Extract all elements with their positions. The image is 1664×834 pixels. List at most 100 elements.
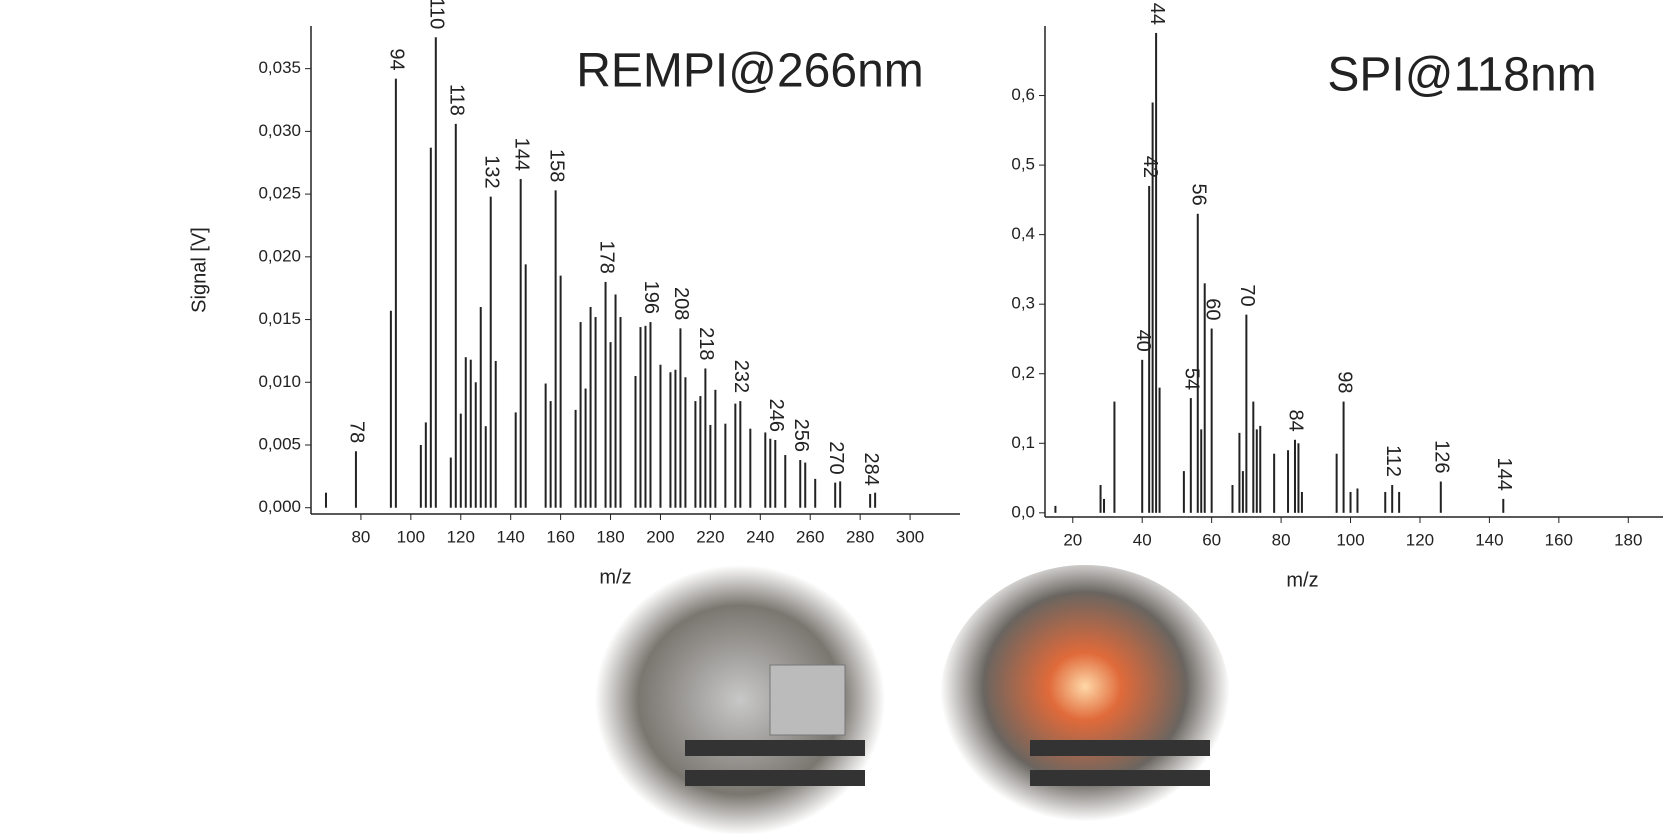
x-tick-label: 200 bbox=[646, 527, 674, 546]
peak bbox=[814, 479, 816, 508]
peak-label: 60 bbox=[1201, 298, 1223, 320]
peak bbox=[1391, 485, 1393, 513]
peak bbox=[699, 396, 701, 508]
peak bbox=[839, 481, 841, 507]
x-tick-label: 100 bbox=[1336, 530, 1364, 549]
peak bbox=[1113, 402, 1115, 513]
peak-label: 144 bbox=[1493, 458, 1515, 491]
peak-label: 54 bbox=[1181, 368, 1203, 390]
peak bbox=[709, 425, 711, 508]
peak bbox=[430, 148, 432, 508]
peak bbox=[1350, 492, 1352, 513]
peak bbox=[684, 377, 686, 507]
peak bbox=[1054, 506, 1056, 513]
peak-label: 126 bbox=[1431, 440, 1453, 473]
chart-title: SPI@118nm bbox=[1327, 49, 1596, 102]
peak bbox=[734, 404, 736, 508]
peak-label: 270 bbox=[825, 441, 847, 474]
peak-label: 246 bbox=[765, 399, 787, 432]
y-tick-label: 0,020 bbox=[258, 246, 301, 265]
peak bbox=[515, 412, 517, 507]
peak bbox=[325, 493, 327, 508]
peak bbox=[724, 424, 726, 508]
peak-label: 110 bbox=[426, 0, 448, 29]
photo-coil-on bbox=[940, 565, 1230, 834]
peak bbox=[769, 439, 771, 508]
peak bbox=[550, 401, 552, 508]
x-tick-label: 20 bbox=[1063, 530, 1082, 549]
peak bbox=[739, 401, 741, 508]
peak bbox=[1155, 33, 1157, 513]
peak bbox=[545, 384, 547, 508]
peak bbox=[644, 326, 646, 508]
peak bbox=[1343, 402, 1345, 513]
peak bbox=[694, 401, 696, 508]
peak bbox=[1398, 492, 1400, 513]
peak-label: 40 bbox=[1132, 330, 1154, 352]
peak-label: 56 bbox=[1187, 184, 1209, 206]
x-tick-label: 120 bbox=[1406, 530, 1434, 549]
peak-label: 42 bbox=[1139, 156, 1161, 178]
peak bbox=[355, 451, 357, 507]
peak bbox=[1301, 492, 1303, 513]
peak bbox=[615, 294, 617, 507]
peak bbox=[704, 368, 706, 507]
peak bbox=[465, 357, 467, 508]
peak bbox=[1356, 488, 1358, 512]
peak bbox=[585, 389, 587, 508]
peak bbox=[804, 463, 806, 508]
peak bbox=[1245, 315, 1247, 513]
peak bbox=[580, 322, 582, 508]
y-axis-label: Signal [V] bbox=[188, 227, 210, 313]
peak bbox=[560, 276, 562, 508]
peak bbox=[1252, 402, 1254, 513]
peak-label: 208 bbox=[670, 287, 692, 320]
peak-label: 196 bbox=[640, 281, 662, 314]
chart-title: REMPI@266nm bbox=[576, 45, 924, 98]
peak bbox=[425, 422, 427, 507]
peak bbox=[764, 432, 766, 507]
x-tick-label: 260 bbox=[796, 527, 824, 546]
peak bbox=[520, 179, 522, 508]
peak-label: 70 bbox=[1236, 284, 1258, 306]
peak bbox=[799, 460, 801, 508]
peak bbox=[485, 426, 487, 508]
peak bbox=[1242, 471, 1244, 513]
x-tick-label: 120 bbox=[447, 527, 475, 546]
peak-label: 218 bbox=[695, 327, 717, 360]
peak bbox=[1200, 429, 1202, 512]
peak bbox=[470, 360, 472, 508]
peak bbox=[639, 327, 641, 508]
peak-label: 94 bbox=[386, 48, 408, 70]
y-tick-label: 0,6 bbox=[1011, 85, 1035, 104]
peak bbox=[784, 455, 786, 508]
peak bbox=[1141, 360, 1143, 513]
x-tick-label: 100 bbox=[397, 527, 425, 546]
peak bbox=[834, 483, 836, 508]
peak bbox=[1259, 426, 1261, 513]
peak bbox=[420, 445, 422, 508]
peak bbox=[495, 361, 497, 508]
peak bbox=[1190, 398, 1192, 513]
peak bbox=[555, 190, 557, 507]
peak-label: 284 bbox=[860, 453, 882, 486]
x-tick-label: 140 bbox=[497, 527, 525, 546]
y-tick-label: 0,030 bbox=[258, 121, 301, 140]
peak bbox=[390, 311, 392, 508]
y-tick-label: 0,025 bbox=[258, 184, 301, 203]
peak bbox=[1183, 471, 1185, 513]
y-tick-label: 0,010 bbox=[258, 372, 301, 391]
photo-coil-off bbox=[595, 565, 885, 834]
peak bbox=[659, 365, 661, 508]
peak-label: 84 bbox=[1285, 410, 1307, 432]
peak bbox=[774, 440, 776, 508]
x-tick-label: 160 bbox=[1545, 530, 1573, 549]
peak bbox=[679, 328, 681, 507]
x-tick-label: 40 bbox=[1133, 530, 1152, 549]
peak bbox=[590, 307, 592, 508]
peak bbox=[1273, 454, 1275, 513]
y-tick-label: 0,005 bbox=[258, 434, 301, 453]
y-tick-label: 0,5 bbox=[1011, 155, 1035, 174]
y-tick-label: 0,4 bbox=[1011, 224, 1035, 243]
x-axis-label: m/z bbox=[1286, 569, 1318, 591]
